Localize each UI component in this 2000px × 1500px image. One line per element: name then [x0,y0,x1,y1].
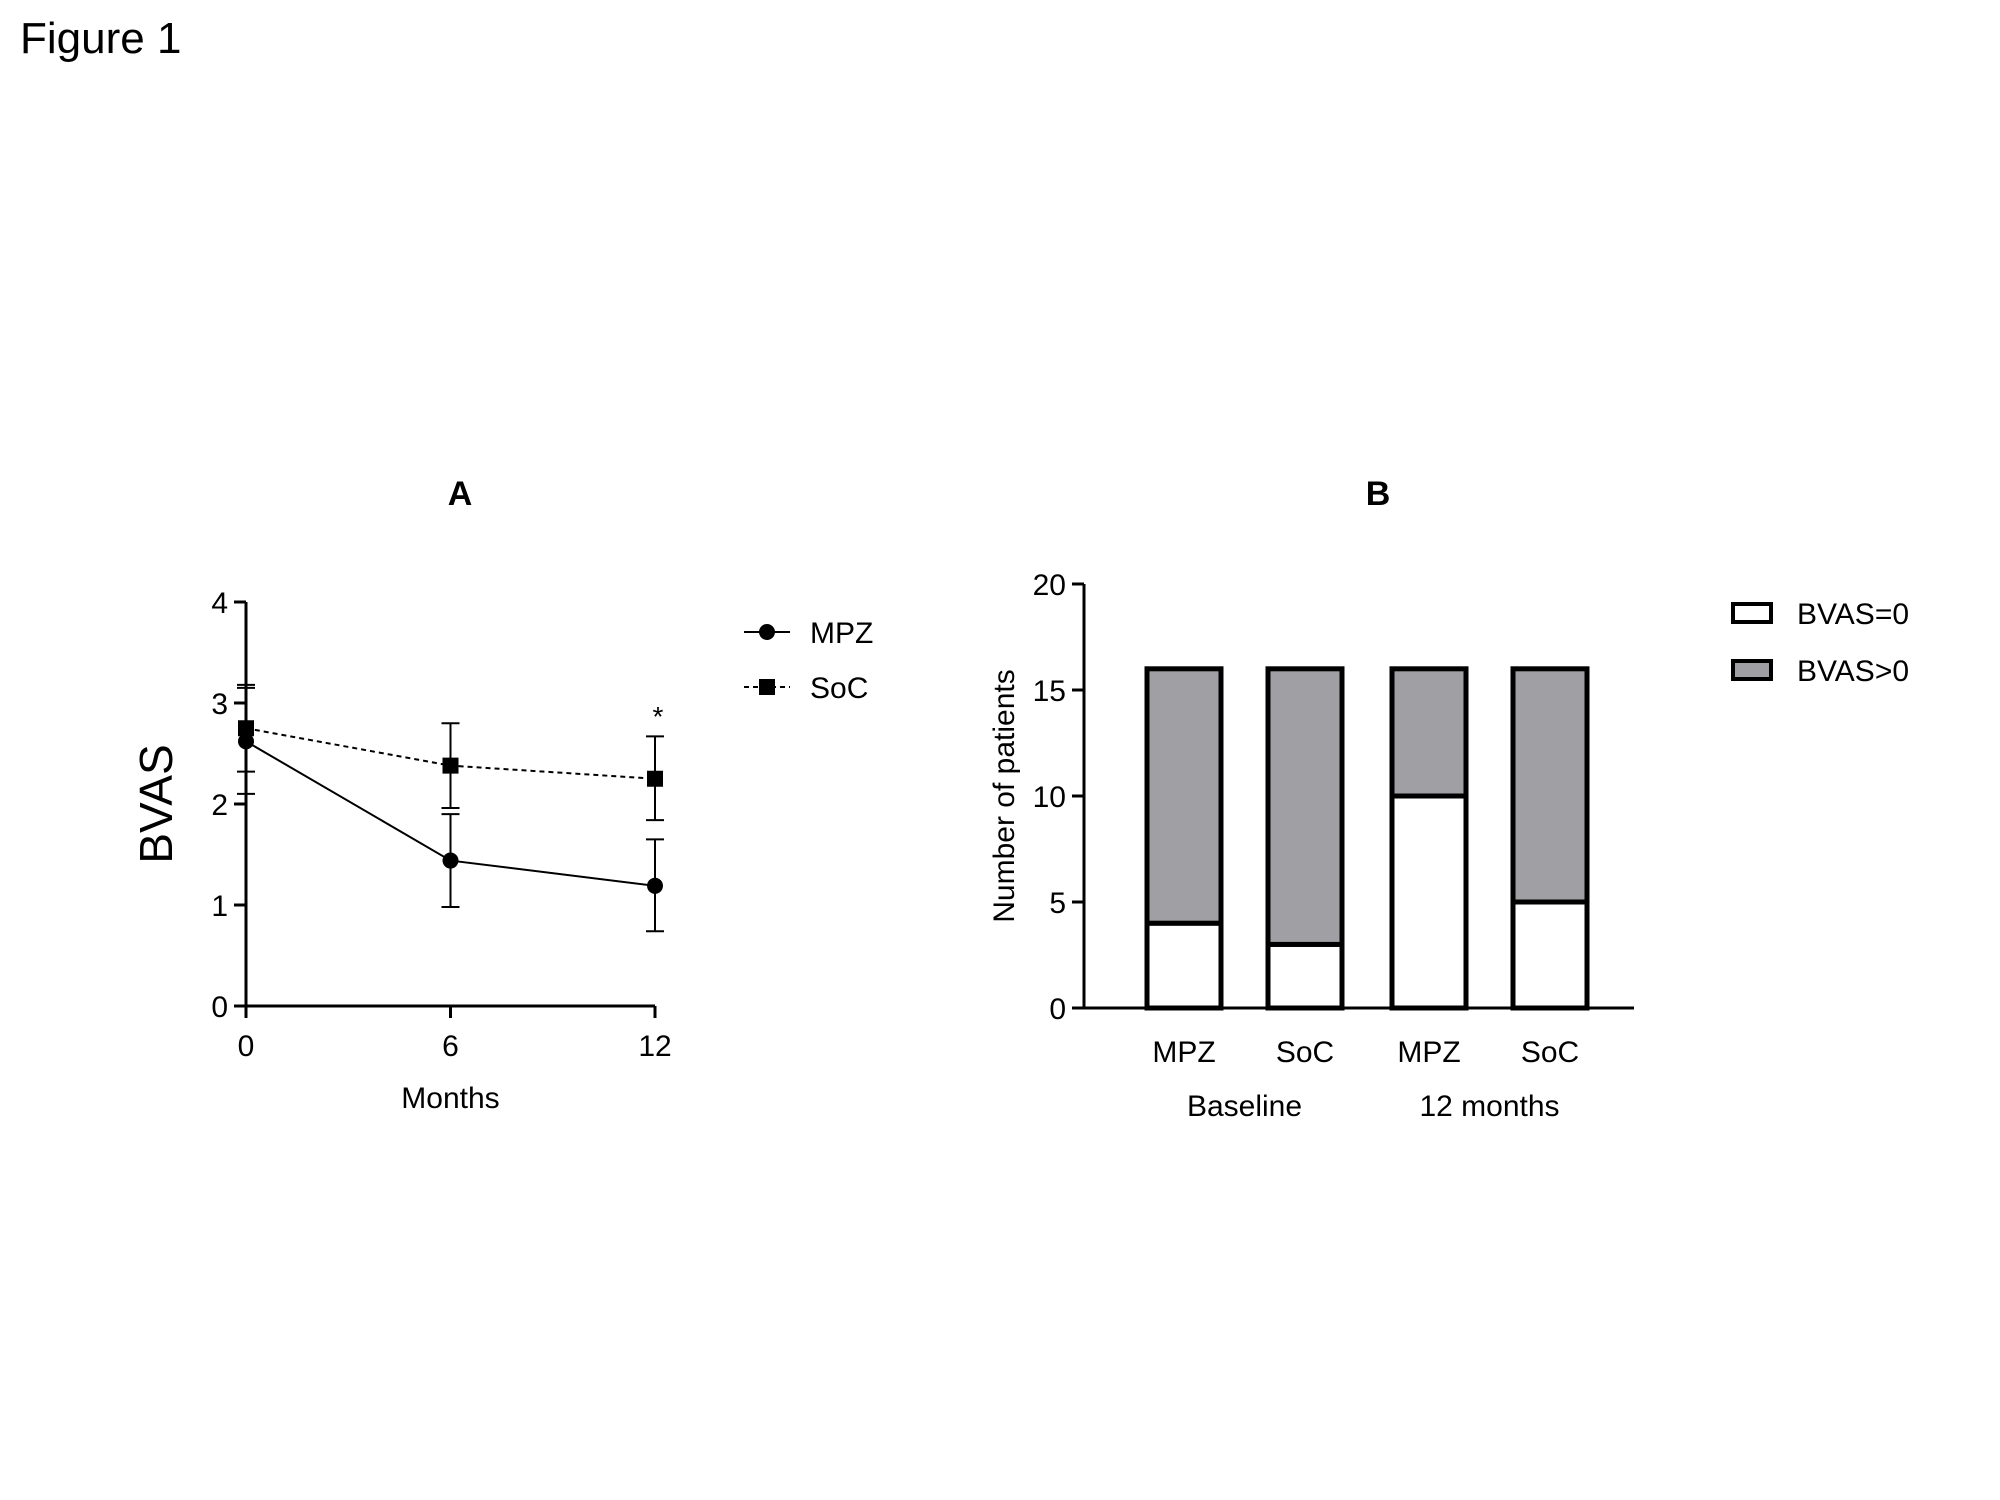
panel-b-y-axis-label: Number of patients [988,669,1021,922]
panel-b-group-label: 12 months [1419,1090,1559,1123]
panel-a-y-tick-label: 3 [211,688,228,721]
panel-a-point-soc [647,770,663,787]
panel-b-category-label: SoC [1521,1036,1579,1069]
panel-b-bar-segment [1265,666,1345,947]
panel-a-y-tick-label: 2 [211,789,228,822]
panel-b-y-tick-label: 5 [1049,887,1066,920]
panel-b-category-label: SoC [1276,1036,1334,1069]
panel-b-y-tick-label: 10 [1033,781,1066,814]
panel-a-y-tick-label: 1 [211,890,228,923]
panel-b-bar-segment [1144,920,1224,1011]
panel-b-bar-segment [1144,666,1224,926]
panel-a-y-tick-label: 0 [211,991,228,1024]
panel-b-bar-segment [1389,666,1469,799]
panel-b-group-label: Baseline [1187,1090,1302,1123]
panel-a-y-axis-label: BVAS [130,744,182,863]
panel-a-point-soc [442,757,459,774]
panel-b-bar-segment [1510,666,1590,905]
panel-a-y-tick-label: 4 [211,587,228,620]
panel-b-label: B [1366,475,1391,513]
panel-a-x-axis-label: Months [401,1082,499,1115]
panel-b-y-tick-label: 20 [1033,569,1066,602]
panel-a-legend-marker [759,624,775,640]
panel-a-x-tick-label: 6 [442,1030,459,1063]
panel-a-point-mpz [442,852,459,869]
panel-b-legend-label: BVAS>0 [1797,655,1909,688]
panel-a-legend-label: SoC [810,672,868,705]
panel-b-y-tick-label: 0 [1049,993,1066,1026]
panel-b-y-tick-label: 15 [1033,675,1066,708]
panel-a-legend-label: MPZ [810,617,873,650]
panel-b-category-label: MPZ [1397,1036,1460,1069]
panel-a-label: A [448,475,473,513]
panel-b-bar-segment [1265,941,1345,1011]
panel-a-significance-mark: * [653,701,664,732]
panel-a-point-mpz [647,877,663,894]
panel-b-bar-segment [1389,793,1469,1011]
panel-b-legend-swatch [1731,602,1773,624]
panel-b-legend-label: BVAS=0 [1797,598,1909,631]
panel-b-category-label: MPZ [1152,1036,1215,1069]
figure-title: Figure 1 [20,14,182,63]
panel-a-point-soc [238,720,254,737]
panel-b-bar-segment [1510,899,1590,1011]
panel-b-legend-swatch [1731,659,1773,681]
panel-a-legend-marker [759,679,775,695]
panel-a-x-tick-label: 12 [638,1030,671,1063]
panel-a-x-tick-label: 0 [238,1030,255,1063]
